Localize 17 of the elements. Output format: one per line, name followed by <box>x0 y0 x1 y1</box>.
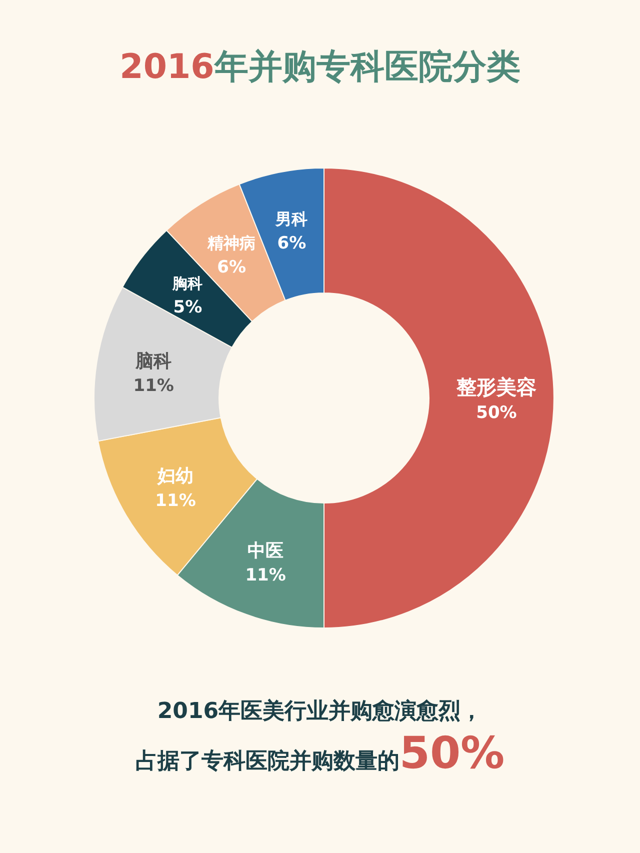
data-label: 11% <box>133 376 174 396</box>
data-label: 11% <box>155 490 196 511</box>
slice-label: 精神病 <box>206 233 256 252</box>
slice-label: 中医 <box>248 540 284 562</box>
text: 占据了专科医院并购数量的50% <box>135 728 505 779</box>
slice-label: 整形美容 <box>456 375 536 399</box>
data-label: 11% <box>245 565 286 586</box>
data-label: 5% <box>173 297 202 318</box>
data-label: 6% <box>277 234 306 254</box>
slice-label: 脑科 <box>134 351 172 372</box>
data-label: 6% <box>217 257 246 278</box>
text: 2016年医美行业并购愈演愈烈， <box>157 698 483 724</box>
slice-label: 男科 <box>274 210 308 229</box>
data-label: 50% <box>476 403 517 423</box>
chart-title: 2016年并购专科医院分类 <box>120 47 520 87</box>
slice-label: 胸科 <box>172 274 203 292</box>
slice-label: 妇幼 <box>156 466 194 487</box>
